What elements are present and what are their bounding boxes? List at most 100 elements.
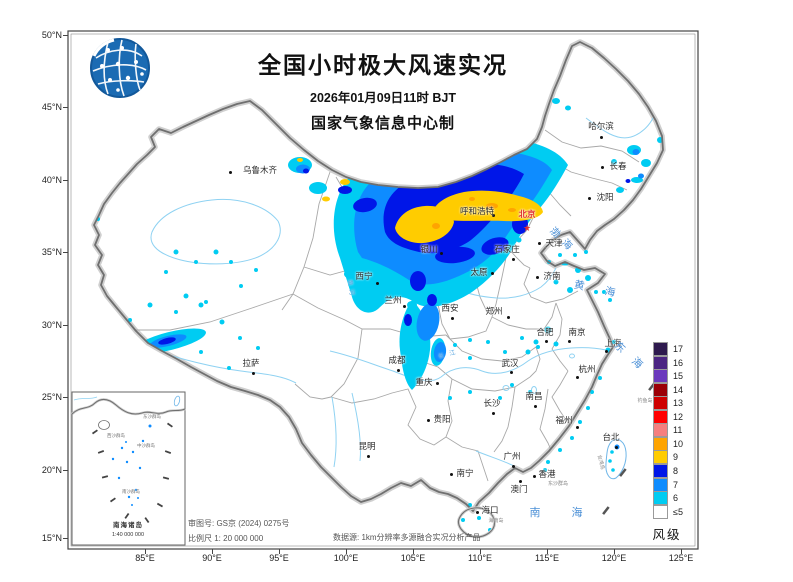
legend-swatch — [653, 491, 668, 506]
city-label: 香港 — [538, 469, 556, 479]
legend-value-label: 9 — [673, 452, 679, 463]
legend-swatch — [653, 409, 668, 424]
city-dot-marker — [544, 339, 548, 343]
lat-tick-mark — [63, 252, 68, 253]
legend-row: 15 — [653, 369, 698, 384]
lon-tick-mark — [346, 549, 347, 554]
city-label: 武汉 — [501, 358, 519, 368]
map-text-label: 南 海 — [529, 506, 597, 519]
lat-tick-label: 25°N — [41, 392, 62, 402]
city-dot-marker — [518, 479, 522, 483]
legend-row: 14 — [653, 382, 698, 397]
city-dot-marker — [599, 135, 603, 139]
city-dot-marker — [491, 213, 495, 217]
city-dot-marker — [614, 445, 618, 449]
legend-row: 10 — [653, 436, 698, 451]
capital-star-marker: ★ — [523, 223, 532, 233]
city-label: 乌鲁木齐 — [242, 165, 277, 175]
legend-row: 12 — [653, 409, 698, 424]
inset-south-china-sea-map — [71, 391, 186, 546]
city-label: 沈阳 — [596, 192, 614, 202]
inset-nine-dash — [91, 422, 173, 524]
city-label: 南宁 — [456, 468, 474, 478]
city-label: 石家庄 — [494, 244, 520, 254]
legend-title: 风级 — [652, 528, 682, 542]
legend-swatch — [653, 423, 668, 438]
legend-row: ≤5 — [653, 504, 698, 519]
lon-tick-mark — [212, 549, 213, 554]
lat-tick-mark — [63, 470, 68, 471]
lon-tick-label: 110°E — [468, 553, 492, 563]
wind-level-10-patches — [432, 197, 516, 229]
city-dot-marker — [575, 375, 579, 379]
city-label: 贵阳 — [433, 414, 451, 424]
legend-swatch — [653, 477, 668, 492]
city-label: 长春 — [609, 161, 627, 171]
legend-value-label: ≤5 — [673, 506, 683, 517]
lon-tick-mark — [145, 549, 146, 554]
legend-row: 8 — [653, 463, 698, 478]
map-frame — [67, 30, 699, 550]
city-dot-marker — [600, 165, 604, 169]
city-dot-marker — [511, 257, 515, 261]
legend-value-label: 11 — [673, 425, 683, 436]
lon-tick-label: 100°E — [333, 553, 359, 563]
city-dot-marker — [439, 251, 443, 255]
lon-tick-mark — [279, 549, 280, 554]
lat-tick-mark — [63, 180, 68, 181]
page-title: 全国小时极大风速实况 — [258, 52, 508, 78]
lon-tick-label: 115°E — [535, 553, 559, 563]
legend-swatch — [653, 369, 668, 384]
legend-swatch — [653, 436, 668, 451]
city-label: 海口 — [481, 505, 499, 515]
legend-row: 7 — [653, 477, 698, 492]
hainan-island — [457, 506, 496, 539]
city-label: 北京 — [518, 209, 536, 219]
city-dot-marker — [450, 316, 454, 320]
city-label: 台北 — [602, 432, 620, 442]
city-label: 广州 — [503, 451, 521, 461]
map-scale: 比例尺 1: 20 000 000 — [188, 534, 264, 543]
city-label: 重庆 — [415, 377, 433, 387]
city-label: 拉萨 — [242, 358, 260, 368]
lon-tick-label: 95°E — [269, 553, 289, 563]
lon-tick-mark — [480, 549, 481, 554]
legend-row: 9 — [653, 450, 698, 465]
lat-tick-label: 35°N — [41, 247, 62, 257]
city-dot-marker — [509, 370, 513, 374]
city-label: 昆明 — [358, 441, 376, 451]
legend-value-label: 6 — [673, 493, 679, 504]
city-dot-marker — [228, 170, 232, 174]
lat-tick-mark — [63, 538, 68, 539]
map-text-label: 1:40 000 000 — [111, 532, 145, 539]
city-label: 天津 — [545, 238, 563, 248]
city-dot-marker — [449, 472, 453, 476]
city-dot-marker — [375, 281, 379, 285]
legend-row: 17 — [653, 342, 698, 356]
city-label: 南昌 — [525, 391, 543, 401]
city-dot-marker — [366, 454, 370, 458]
lat-tick-label: 45°N — [41, 102, 62, 112]
city-dot-marker — [533, 404, 537, 408]
city-label: 福州 — [555, 415, 573, 425]
title-block: 全国小时极大风速实况 2026年01月09日11时 BJT 国家气象信息中心制 — [203, 46, 563, 133]
lat-tick-label: 15°N — [41, 533, 62, 543]
city-label: 西安 — [441, 303, 459, 313]
legend-swatch — [653, 504, 668, 519]
maker-label: 国家气象信息中心制 — [310, 115, 455, 132]
city-dot-marker — [435, 381, 439, 385]
legend-value-label: 17 — [673, 344, 684, 354]
city-dot-marker — [575, 425, 579, 429]
city-dot-marker — [511, 464, 515, 468]
lon-tick-label: 90°E — [202, 553, 222, 563]
legend-value-label: 7 — [673, 479, 679, 490]
city-dot-marker — [604, 349, 608, 353]
province-borders — [136, 129, 640, 482]
city-label: 银川 — [420, 244, 438, 254]
legend-value-label: 10 — [673, 438, 684, 449]
lon-tick-mark — [681, 549, 682, 554]
legend-row: 16 — [653, 355, 698, 370]
map-text-label: 南海诸岛 — [113, 521, 143, 529]
city-label: 兰州 — [384, 295, 402, 305]
lat-tick-mark — [63, 325, 68, 326]
